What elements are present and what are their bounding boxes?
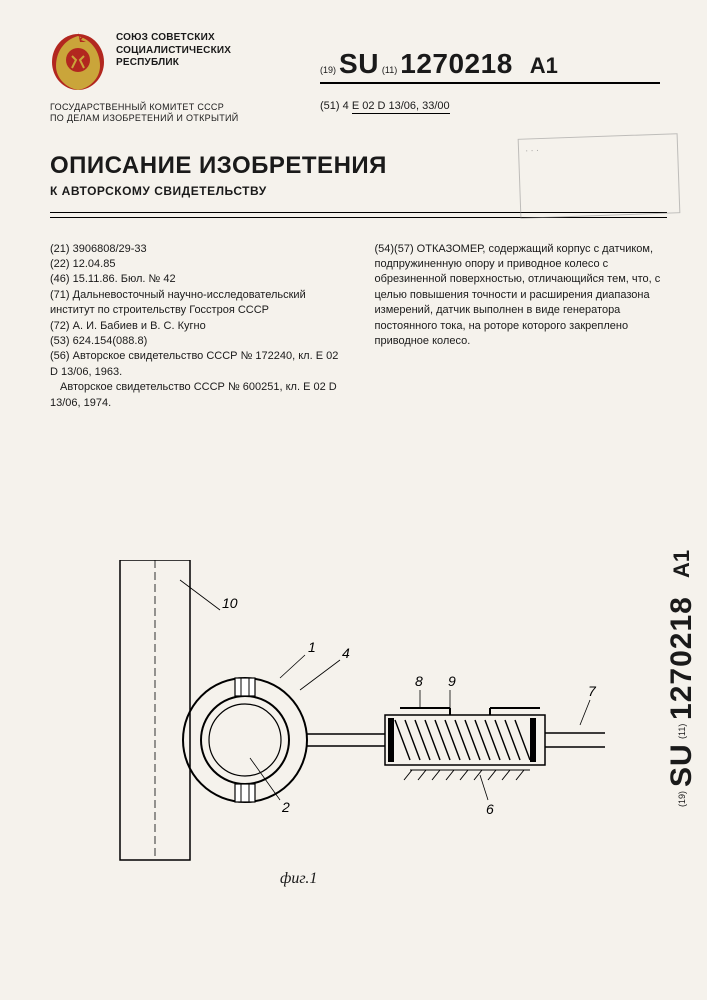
- biblio-line: (46) 15.11.86. Бюл. № 42: [50, 272, 343, 287]
- biblio-line: (72) А. И. Бабиев и В. С. Кугно: [50, 319, 343, 334]
- svg-text:9: 9: [448, 673, 456, 689]
- ipc-prefix: (51) 4: [320, 100, 349, 112]
- side-publication-code: (19) SU (11) 1270218 A1: [665, 550, 699, 807]
- header-org: СОЮЗ СОВЕТСКИХ СОЦИАЛИСТИЧЕСКИХ РЕСПУБЛИ…: [116, 28, 231, 70]
- org-line: СОЦИАЛИСТИЧЕСКИХ: [116, 45, 231, 58]
- ussr-emblem-icon: [50, 28, 106, 92]
- svg-text:10: 10: [222, 595, 238, 611]
- biblio-line: (56) Авторское свидетельство СССР № 1722…: [50, 349, 343, 380]
- org-line: СОЮЗ СОВЕТСКИХ: [116, 32, 231, 45]
- body-columns: (21) 3906808/29-33 (22) 12.04.85 (46) 15…: [50, 242, 667, 411]
- svg-text:7: 7: [588, 683, 597, 699]
- biblio-line: Авторское свидетельство СССР № 600251, к…: [50, 380, 343, 411]
- biblio-line: (53) 624.154(088.8): [50, 334, 343, 349]
- code-19: (19): [320, 65, 336, 75]
- code-underline: [320, 82, 660, 84]
- right-column: (54)(57) ОТКАЗОМЕР, содержащий корпус с …: [375, 242, 668, 411]
- code-number: 1270218: [400, 48, 513, 80]
- svg-text:6: 6: [486, 801, 494, 817]
- biblio-line: (21) 3906808/29-33: [50, 242, 343, 257]
- code-11: (11): [382, 65, 397, 75]
- ipc-value: E 02 D 13/06, 33/00: [352, 100, 450, 114]
- figure-1: 10 1 4: [50, 560, 610, 890]
- code-su: SU: [339, 48, 379, 80]
- side-code-number: 1270218: [665, 596, 699, 720]
- svg-text:2: 2: [281, 799, 290, 815]
- svg-text:4: 4: [342, 645, 350, 661]
- biblio-line: (71) Дальневосточный научно-исследовател…: [50, 288, 343, 319]
- side-code-kind: A1: [669, 550, 695, 578]
- committee-line: ПО ДЕЛАМ ИЗОБРЕТЕНИЙ И ОТКРЫТИЙ: [50, 113, 667, 124]
- side-code-su: SU: [665, 743, 699, 787]
- abstract-text: (54)(57) ОТКАЗОМЕР, содержащий корпус с …: [375, 242, 668, 350]
- figure-caption: фиг.1: [280, 870, 317, 888]
- code-kind: A1: [530, 53, 558, 79]
- ipc-code: (51) 4 E 02 D 13/06, 33/00: [320, 100, 450, 114]
- publication-code: (19) SU (11) 1270218 A1: [320, 48, 558, 80]
- org-line: РЕСПУБЛИК: [116, 57, 231, 70]
- svg-text:8: 8: [415, 673, 423, 689]
- side-code-19: (19): [677, 791, 687, 807]
- stamp-box: ···: [518, 133, 681, 219]
- biblio-line: (22) 12.04.85: [50, 257, 343, 272]
- stamp-dots: ···: [525, 140, 671, 156]
- svg-text:1: 1: [308, 639, 316, 655]
- left-column: (21) 3906808/29-33 (22) 12.04.85 (46) 15…: [50, 242, 343, 411]
- side-code-11: (11): [677, 724, 687, 739]
